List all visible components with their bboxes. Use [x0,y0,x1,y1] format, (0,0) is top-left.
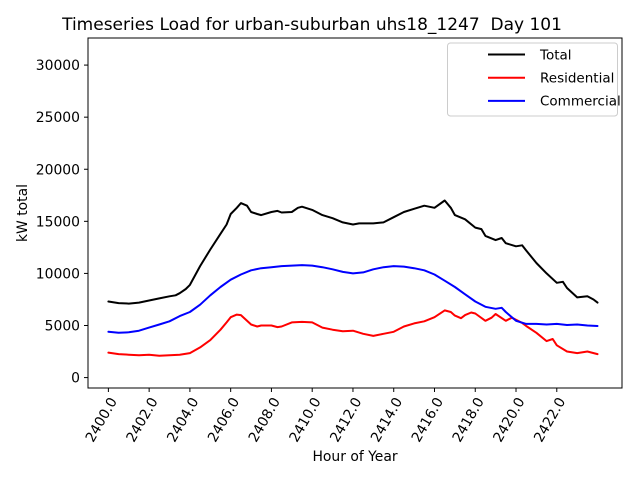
commercial-line [107,264,599,334]
y-tick-label: 30000 [36,58,80,74]
x-tick-label: 2412.0 [327,395,365,445]
x-tick-label: 2420.0 [490,395,528,445]
y-tick-label: 15000 [36,214,80,230]
x-axis-label: Hour of Year [312,449,397,465]
chart-title: Timeseries Load for urban-suburban uhs18… [62,15,562,35]
residential-line [107,309,599,357]
y-tick-label: 20000 [36,162,80,178]
x-tick-label: 2416.0 [409,395,447,445]
y-tick-label: 5000 [45,319,80,335]
y-axis-label: kW total [15,184,31,242]
x-tick-label: 2410.0 [287,395,325,445]
y-tick-label: 0 [71,371,80,387]
x-tick-label: 2422.0 [531,395,569,445]
x-tick-label: 2414.0 [368,395,406,445]
legend-box [447,42,618,117]
total-line [107,199,599,305]
legend-label-residential: Residential [540,71,614,87]
legend-label-total: Total [539,47,572,63]
y-tick-label: 25000 [36,110,80,126]
y-tick-label: 10000 [36,266,80,282]
x-tick-label: 2406.0 [205,395,243,445]
x-tick-label: 2408.0 [246,395,284,445]
plot-frame [87,37,623,389]
legend-label-commercial: Commercial [540,94,621,110]
x-tick-label: 2402.0 [123,395,161,445]
x-tick-label: 2404.0 [164,395,202,445]
x-tick-label: 2400.0 [83,395,121,445]
x-tick-label: 2418.0 [450,395,488,445]
